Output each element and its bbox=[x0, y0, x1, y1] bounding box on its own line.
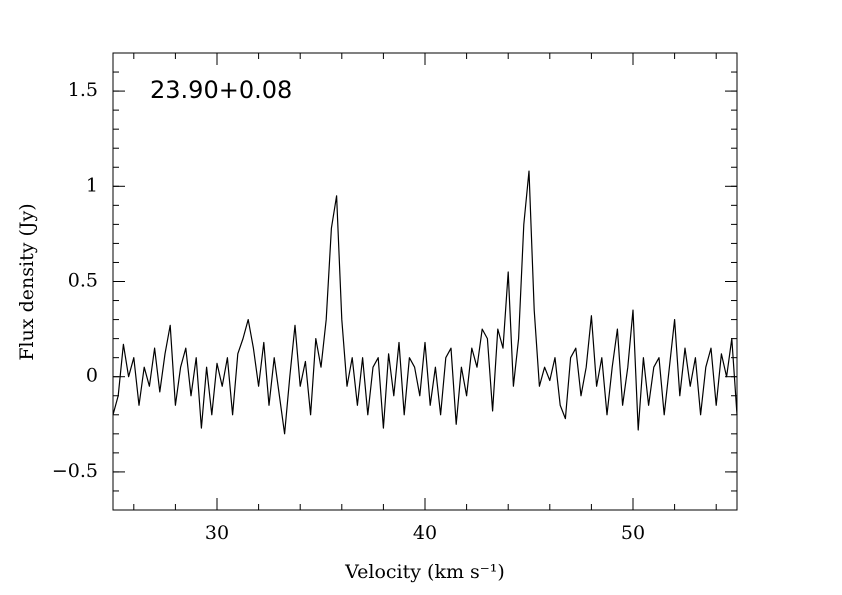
y-tick-label: 0 bbox=[86, 365, 98, 387]
y-tick-label: 1.5 bbox=[68, 79, 98, 101]
y-tick-label: 1 bbox=[86, 174, 98, 196]
x-tick-label: 50 bbox=[621, 522, 645, 544]
y-tick-label: −0.5 bbox=[52, 460, 98, 482]
x-axis-label: Velocity (km s⁻¹) bbox=[344, 561, 505, 583]
x-tick-label: 30 bbox=[205, 522, 229, 544]
x-tick-label: 40 bbox=[413, 522, 437, 544]
y-tick-label: 0.5 bbox=[68, 270, 98, 292]
spectrum-line bbox=[112, 170, 738, 435]
annotation: 23.90+0.08 bbox=[150, 76, 292, 104]
plot-frame bbox=[112, 52, 738, 511]
y-axis-label: Flux density (Jy) bbox=[16, 203, 38, 360]
